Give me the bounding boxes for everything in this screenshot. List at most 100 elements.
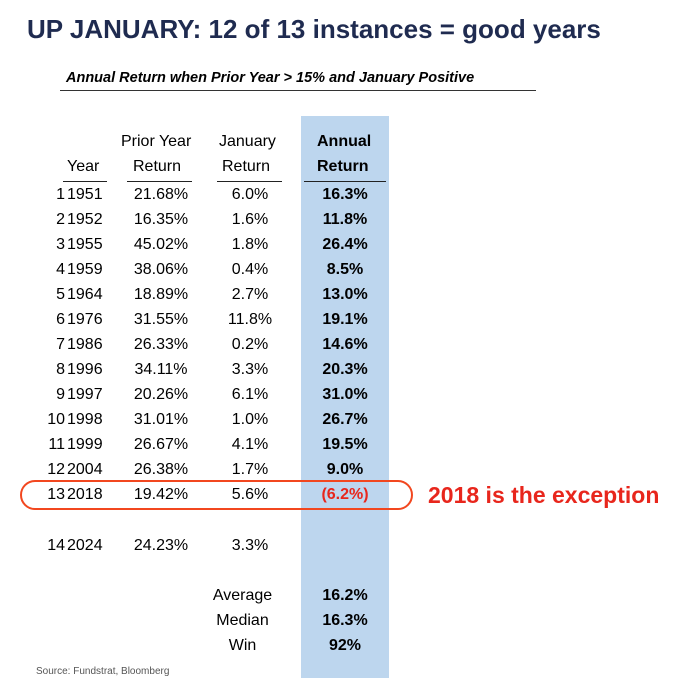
january-return-cell: 1.8% [231, 236, 269, 253]
table-row: 4 1959 38.06% 0.4% 8.5% [0, 257, 700, 282]
table-row: 1 1951 21.68% 6.0% 16.3% [0, 182, 700, 207]
prior-year-return-cell: 26.67% [133, 436, 189, 453]
prior-year-return-cell: 31.55% [133, 311, 189, 328]
summary-label: Average [212, 587, 273, 604]
header-january-line1: January [219, 133, 276, 150]
prior-year-return-cell: 26.38% [133, 461, 189, 478]
table-row: 12 2004 26.38% 1.7% 9.0% [0, 457, 700, 482]
year-cell: 1959 [67, 261, 103, 278]
annual-return-cell: 31.0% [322, 386, 368, 403]
annual-return-highlight-band [301, 116, 389, 678]
prior-year-return-cell: 31.01% [133, 411, 189, 428]
page-title: UP JANUARY: 12 of 13 instances = good ye… [27, 14, 601, 44]
annual-return-cell: 19.5% [322, 436, 368, 453]
year-cell: 1952 [67, 211, 103, 228]
january-return-cell: 6.1% [231, 386, 269, 403]
header-january-line2: Return [222, 158, 271, 175]
header-rule-annual [304, 181, 386, 182]
january-return-cell: 2.7% [231, 286, 269, 303]
annual-return-cell: 8.5% [326, 261, 364, 278]
header-rule-january [217, 181, 282, 182]
annual-return-cell: 9.0% [326, 461, 364, 478]
header-rule-year [63, 181, 107, 182]
year-cell: 1951 [67, 186, 103, 203]
table-row: 10 1998 31.01% 1.0% 26.7% [0, 407, 700, 432]
year-cell: 1986 [67, 336, 103, 353]
row-number: 8 [56, 361, 65, 378]
table-row: 3 1955 45.02% 1.8% 26.4% [0, 232, 700, 257]
subtitle-underline [60, 90, 536, 91]
table-row: 8 1996 34.11% 3.3% 20.3% [0, 357, 700, 382]
january-return-cell: 6.0% [231, 186, 269, 203]
table-row: 9 1997 20.26% 6.1% 31.0% [0, 382, 700, 407]
exception-callout-label: 2018 is the exception [428, 482, 660, 508]
year-cell: 1996 [67, 361, 103, 378]
row-number: 13 [47, 486, 65, 503]
row-number: 11 [48, 436, 65, 453]
annual-return-cell: 13.0% [322, 286, 368, 303]
row-number: 1 [56, 186, 65, 203]
january-return-cell: 3.3% [231, 537, 269, 554]
annual-return-cell: 14.6% [322, 336, 368, 353]
prior-year-return-cell: 20.26% [133, 386, 189, 403]
row-number: 6 [56, 311, 65, 328]
annual-return-cell: 26.7% [322, 411, 368, 428]
year-cell: 1998 [67, 411, 103, 428]
summary-row: Win 92% [0, 633, 700, 658]
summary-label: Median [216, 612, 269, 629]
january-return-cell: 0.2% [231, 336, 269, 353]
january-return-cell: 1.7% [231, 461, 269, 478]
prior-year-return-cell: 26.33% [133, 336, 189, 353]
prior-year-return-cell: 19.42% [133, 486, 189, 503]
summary-label: Win [228, 637, 257, 654]
annual-return-cell: (6.2%) [321, 486, 369, 503]
january-return-cell: 5.6% [231, 486, 269, 503]
table-row: 11 1999 26.67% 4.1% 19.5% [0, 432, 700, 457]
header-annual-line2: Return [317, 158, 369, 175]
table-row: 6 1976 31.55% 11.8% 19.1% [0, 307, 700, 332]
prior-year-return-cell: 16.35% [133, 211, 189, 228]
year-cell: 1964 [67, 286, 103, 303]
prior-year-return-cell: 18.89% [133, 286, 189, 303]
january-return-cell: 11.8% [227, 311, 273, 328]
year-cell: 2024 [67, 537, 103, 554]
row-number: 4 [56, 261, 65, 278]
summary-value: 16.2% [322, 587, 368, 604]
prior-year-return-cell: 38.06% [133, 261, 189, 278]
header-annual-line1: Annual [317, 133, 372, 150]
annual-return-cell: 20.3% [322, 361, 368, 378]
row-number: 5 [56, 286, 65, 303]
prior-year-return-cell: 21.68% [133, 186, 189, 203]
year-cell: 1997 [67, 386, 103, 403]
table-row: 14 2024 24.23% 3.3% [0, 533, 700, 558]
row-number: 3 [56, 236, 65, 253]
summary-row: Median 16.3% [0, 608, 700, 633]
table-row: 7 1986 26.33% 0.2% 14.6% [0, 332, 700, 357]
year-cell: 2018 [67, 486, 103, 503]
source-note: Source: Fundstrat, Bloomberg [36, 666, 170, 677]
table-row: 5 1964 18.89% 2.7% 13.0% [0, 282, 700, 307]
table-row: 2 1952 16.35% 1.6% 11.8% [0, 207, 700, 232]
row-number: 9 [56, 386, 65, 403]
january-return-cell: 0.4% [231, 261, 269, 278]
year-cell: 1999 [67, 436, 103, 453]
summary-row: Average 16.2% [0, 583, 700, 608]
prior-year-return-cell: 34.11% [134, 361, 188, 378]
row-number: 2 [56, 211, 65, 228]
header-prior-line2: Return [133, 158, 182, 175]
year-cell: 1976 [67, 311, 103, 328]
header-prior-line1: Prior Year [121, 133, 192, 150]
header-rule-prior [127, 181, 192, 182]
prior-year-return-cell: 24.23% [133, 537, 189, 554]
table-row: 13 2018 19.42% 5.6% (6.2%) [0, 482, 700, 507]
january-return-cell: 3.3% [231, 361, 269, 378]
annual-return-cell: 26.4% [322, 236, 368, 253]
row-number: 10 [47, 411, 65, 428]
row-number: 12 [47, 461, 65, 478]
january-return-cell: 1.6% [231, 211, 269, 228]
row-number: 7 [56, 336, 65, 353]
january-return-cell: 4.1% [231, 436, 269, 453]
exception-callout-outline [20, 480, 413, 510]
prior-year-return-cell: 45.02% [133, 236, 189, 253]
summary-value: 92% [328, 637, 362, 654]
